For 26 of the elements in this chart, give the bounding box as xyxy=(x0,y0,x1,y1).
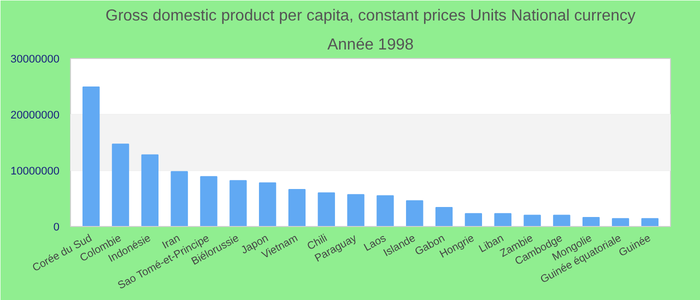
bar xyxy=(464,213,482,226)
bar xyxy=(641,218,658,226)
bar xyxy=(524,214,541,226)
y-tick-label: 20000000 xyxy=(10,110,60,122)
y-tick-label: 10000000 xyxy=(10,166,60,178)
bar xyxy=(347,194,364,226)
bar xyxy=(612,218,630,226)
chart-title: Gross domestic product per capita, constant prices Units National currency xyxy=(105,8,636,24)
chart-subtitle: Année 1998 xyxy=(327,36,414,54)
bar xyxy=(318,192,335,226)
bar xyxy=(258,182,276,226)
bar xyxy=(170,171,188,226)
bar xyxy=(582,217,600,226)
bar xyxy=(406,200,424,226)
y-tick-label: 30000000 xyxy=(10,54,60,66)
bar xyxy=(494,213,512,226)
y-tick-label: 0 xyxy=(53,222,60,234)
bar xyxy=(288,189,306,226)
bar xyxy=(141,154,158,226)
bar xyxy=(230,180,247,226)
bar xyxy=(553,214,570,226)
bar xyxy=(82,86,100,226)
bar xyxy=(112,144,130,226)
bar xyxy=(376,195,394,226)
bar xyxy=(200,176,218,226)
bar xyxy=(435,206,453,226)
